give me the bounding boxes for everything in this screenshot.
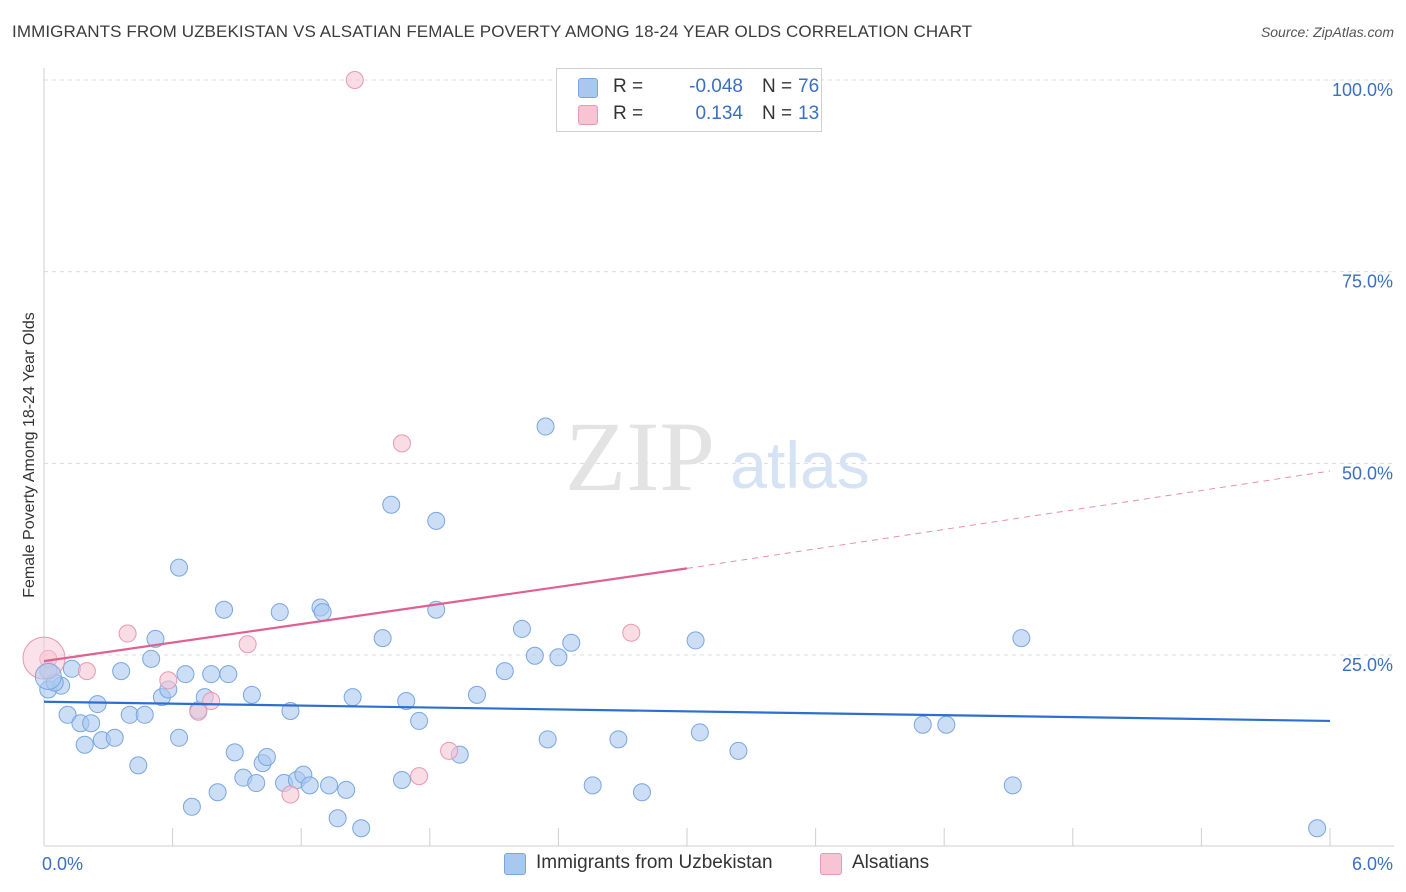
uzbekistan-point xyxy=(142,649,161,668)
y-tick-label: 25.0% xyxy=(1342,655,1393,675)
y-tick-label: 50.0% xyxy=(1342,463,1393,483)
uzbekistan-point xyxy=(686,631,705,650)
uzbekistan-point xyxy=(729,741,748,760)
watermark-zip: ZIP xyxy=(565,401,715,512)
uzbekistan-point xyxy=(337,780,356,799)
uzbekistan-point xyxy=(690,723,709,742)
alsatian-trend-line xyxy=(43,567,688,663)
alsatian-point xyxy=(392,434,411,453)
uzbekistan-point xyxy=(343,688,362,707)
uzbekistan-point xyxy=(512,619,531,638)
legend-label: Alsatians xyxy=(852,852,930,873)
uzbekistan-point xyxy=(270,603,289,622)
uzbekistan-point xyxy=(170,558,189,577)
alsatian-point xyxy=(159,671,178,690)
r-value: -0.048 xyxy=(689,76,743,97)
uzbekistan-point xyxy=(257,747,276,766)
uzbekistan-swatch xyxy=(578,78,598,98)
uzbekistan-point xyxy=(609,730,628,749)
alsatian-point xyxy=(238,635,257,654)
uzbekistan-point xyxy=(120,705,139,724)
uzbekistan-point xyxy=(225,743,244,762)
uzbekistan-point xyxy=(373,629,392,648)
uzbekistan-point xyxy=(75,735,94,754)
uzbekistan-point xyxy=(1308,819,1327,838)
y-tick-label: 100.0% xyxy=(1332,80,1393,100)
alsatian-point xyxy=(440,741,459,760)
alsatian-point xyxy=(281,785,300,804)
uzbekistan-point xyxy=(219,665,238,684)
correlation-stats-box: R = -0.048 N = 76 R = 0.134 N = 13 xyxy=(556,68,822,132)
n-value: 76 xyxy=(798,76,820,97)
uzbekistan-point xyxy=(538,730,557,749)
alsatians-swatch xyxy=(578,105,598,125)
uzbekistan-point xyxy=(397,692,416,710)
uzbekistan-point xyxy=(392,770,411,789)
uzbekistan-point xyxy=(525,646,544,665)
source-label: Source: ZipAtlas.com xyxy=(1260,24,1394,40)
uzbekistan-point xyxy=(937,715,956,734)
x-tick-label: 0.0% xyxy=(42,854,83,874)
uzbekistan-point xyxy=(170,728,189,747)
uzbekistan-legend-swatch xyxy=(504,853,526,875)
uzbekistan-point xyxy=(536,417,555,436)
uzbekistan-point xyxy=(105,728,124,747)
uzbekistan-point xyxy=(562,633,581,652)
r-label: R = xyxy=(613,103,644,124)
uzbekistan-point xyxy=(300,776,319,795)
uzbekistan-point xyxy=(1003,776,1022,795)
uzbekistan-point xyxy=(583,776,602,795)
uzbekistan-point xyxy=(320,776,339,795)
alsatians-legend-swatch xyxy=(820,853,842,875)
y-tick-label: 75.0% xyxy=(1342,272,1393,292)
alsatian-point xyxy=(345,71,364,89)
r-value: 0.134 xyxy=(695,103,743,124)
uzbekistan-point-large xyxy=(34,662,62,690)
uzbekistan-point xyxy=(202,665,221,684)
uzbekistan-point xyxy=(82,714,101,733)
uzbekistan-point xyxy=(495,662,514,681)
x-tick-label: 6.0% xyxy=(1352,854,1393,874)
uzbekistan-point xyxy=(215,600,234,619)
uzbekistan-point xyxy=(58,705,77,724)
uzbekistan-point xyxy=(135,705,154,724)
uzbekistan-point xyxy=(129,756,148,775)
chart-title: IMMIGRANTS FROM UZBEKISTAN VS ALSATIAN F… xyxy=(12,22,973,41)
uzbekistan-point xyxy=(242,685,261,704)
uzbekistan-point xyxy=(281,701,300,720)
watermark-atlas: atlas xyxy=(730,428,869,502)
uzbekistan-point xyxy=(352,819,371,838)
uzbekistan-point xyxy=(549,648,568,667)
uzbekistan-point xyxy=(208,783,227,802)
uzbekistan-trend-line xyxy=(43,700,1331,723)
uzbekistan-point xyxy=(112,662,131,681)
uzbekistan-point xyxy=(1012,629,1031,648)
legend-label: Immigrants from Uzbekistan xyxy=(536,852,773,873)
n-value: 13 xyxy=(798,103,820,124)
uzbekistan-point xyxy=(182,797,201,816)
uzbekistan-point xyxy=(247,774,266,793)
uzbekistan-point xyxy=(632,783,651,802)
r-label: R = xyxy=(613,76,644,97)
uzbekistan-point xyxy=(913,715,932,734)
uzbekistan-point xyxy=(176,665,195,684)
uzbekistan-point xyxy=(410,711,429,730)
uzbekistan-point xyxy=(88,695,107,714)
n-label: N = xyxy=(762,76,793,97)
alsatian-point xyxy=(77,662,96,681)
uzbekistan-point xyxy=(467,685,486,704)
alsatian-trend-line-projection xyxy=(686,470,1331,569)
n-label: N = xyxy=(762,103,793,124)
uzbekistan-point xyxy=(328,809,347,828)
alsatian-point xyxy=(410,767,429,786)
uzbekistan-point xyxy=(313,603,332,622)
alsatian-point xyxy=(118,624,137,643)
uzbekistan-point xyxy=(146,629,165,648)
uzbekistan-point xyxy=(427,511,446,530)
alsatian-point xyxy=(202,692,221,710)
uzbekistan-point xyxy=(382,495,401,514)
alsatian-point xyxy=(622,623,641,642)
uzbekistan-point xyxy=(62,659,81,678)
